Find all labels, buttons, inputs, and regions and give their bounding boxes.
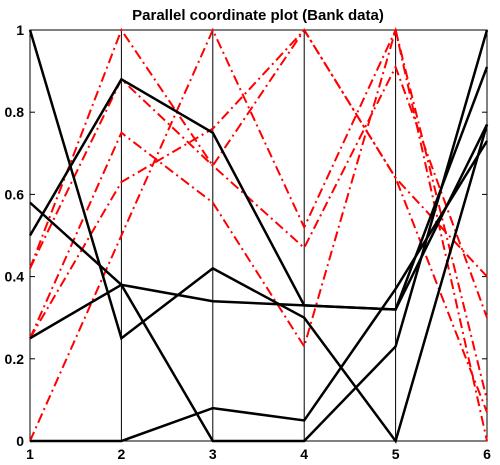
black-series-line-5 (30, 140, 489, 443)
y-tick-label: 0.2 (5, 351, 25, 367)
series-layer (28, 26, 489, 444)
x-tick-label: 3 (209, 446, 217, 462)
red-series-line-10 (29, 28, 488, 339)
red-series-line-6 (29, 27, 488, 413)
y-tick-label: 0.6 (5, 186, 25, 202)
axis-layer: 1 2 3 4 5 6 0 0.2 0.4 0.6 0.8 1 (5, 22, 492, 462)
chart-title: Parallel coordinate plot (Bank data) (132, 7, 384, 24)
x-tick-label: 2 (118, 446, 126, 462)
y-tick-label: 0.4 (5, 269, 25, 285)
x-tick-label: 5 (392, 446, 400, 462)
x-tick-label: 4 (300, 446, 308, 462)
y-tick-label: 0.8 (5, 104, 25, 120)
x-tick-label: 1 (26, 446, 34, 462)
x-tick-label: 6 (483, 446, 491, 462)
red-series-line-8 (29, 26, 488, 401)
red-series-line-9 (29, 64, 488, 319)
black-series-line-4 (29, 66, 489, 340)
black-series-line-3 (29, 29, 489, 443)
black-series-line-2 (28, 77, 489, 311)
y-tick-label: 0 (16, 433, 24, 449)
y-tick-label: 1 (16, 22, 24, 38)
black-series-line-1 (28, 29, 489, 444)
